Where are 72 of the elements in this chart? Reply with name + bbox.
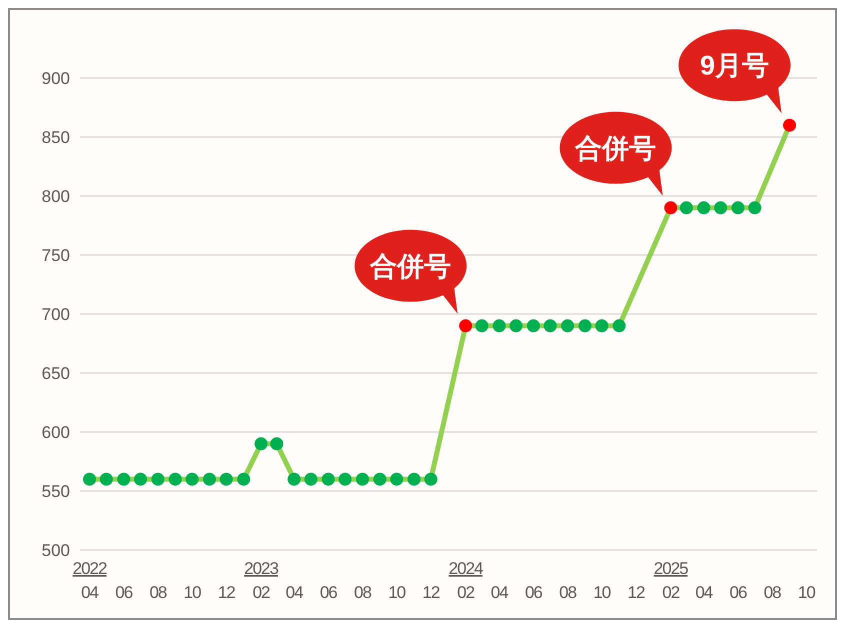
y-tick-label: 650 [42, 364, 70, 383]
x-tick-label: 04 [490, 583, 508, 602]
y-tick-label: 850 [42, 128, 70, 147]
point [408, 472, 421, 486]
annotation: 9月号 [700, 50, 770, 81]
x-tick-label: 2025 02 [654, 559, 688, 602]
point [578, 319, 592, 332]
x-tick-label: 10 [184, 583, 202, 602]
point [134, 472, 148, 486]
point [680, 201, 693, 214]
point [237, 472, 250, 486]
x-tick-label: 12 [422, 583, 440, 602]
x-tick-label: 2023 02 [244, 559, 278, 602]
point [475, 319, 488, 332]
point [697, 201, 710, 214]
x-tick-label: 10 [798, 583, 816, 602]
point [304, 472, 318, 486]
point [202, 472, 216, 486]
x-tick-label: 2022 04 [72, 559, 107, 602]
y-tick-label: 550 [42, 482, 70, 501]
point [288, 472, 301, 486]
annotation: 合併号 [369, 251, 452, 282]
point [373, 472, 386, 486]
point [254, 437, 268, 450]
point [748, 201, 762, 214]
point [492, 319, 506, 332]
point [561, 319, 574, 332]
x-tick-label: 06 [320, 583, 338, 602]
x-tick-label: 2024 02 [448, 559, 484, 602]
point [390, 472, 404, 486]
annotation: 合併号 [574, 133, 656, 164]
point [168, 472, 182, 486]
x-tick-label: 04 [695, 583, 713, 602]
y-tick-label: 700 [42, 304, 70, 324]
x-tick-label: 06 [524, 583, 542, 602]
point [526, 319, 540, 332]
point [83, 472, 96, 486]
point [664, 201, 678, 214]
point [270, 437, 284, 450]
y-tick-label: 900 [42, 68, 70, 88]
point [612, 319, 626, 332]
x-tick-label: 10 [388, 583, 406, 602]
point [100, 472, 113, 486]
point [338, 472, 352, 486]
x-tick-label: 12 [218, 583, 236, 602]
x-tick-label: 08 [764, 583, 782, 602]
x-tick-label: 10 [593, 583, 611, 602]
y-tick-label: 750 [42, 246, 70, 265]
point [510, 319, 523, 332]
x-tick-label: 06 [115, 583, 133, 602]
point [151, 472, 164, 486]
x-tick-label: 08 [354, 583, 372, 602]
x-tick-label: 08 [559, 583, 577, 602]
point [595, 319, 608, 332]
point [186, 472, 199, 486]
point [117, 472, 130, 486]
y-tick-label: 600 [42, 422, 70, 442]
point [322, 472, 335, 486]
x-tick-label: 12 [628, 583, 645, 602]
y-tick-label: 800 [42, 186, 70, 206]
point [220, 472, 233, 486]
y-tick-label: 500 [42, 540, 70, 560]
point [783, 118, 796, 132]
point [459, 319, 472, 332]
point [731, 201, 744, 214]
x-tick-label: 08 [149, 583, 167, 602]
point [714, 201, 728, 214]
point [544, 319, 557, 332]
point [424, 472, 438, 486]
point [356, 472, 369, 486]
x-tick-label: 06 [730, 583, 747, 602]
x-tick-label: 04 [286, 583, 304, 602]
